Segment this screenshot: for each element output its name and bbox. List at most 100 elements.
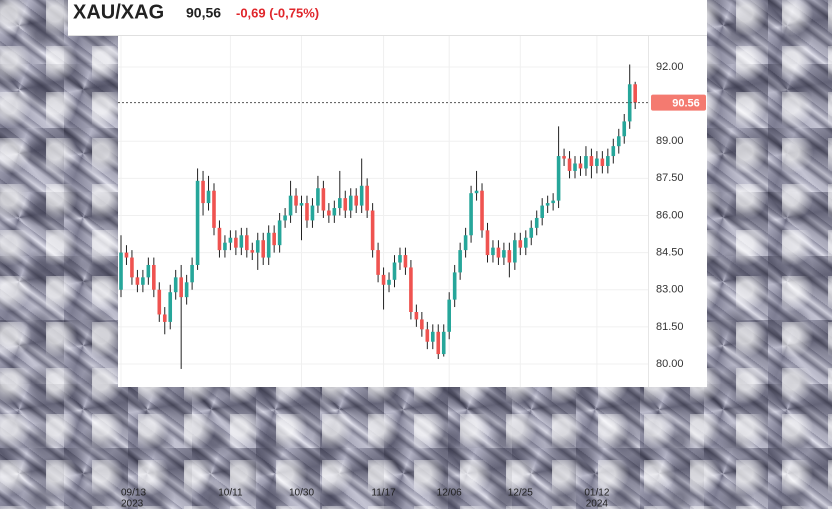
- change: -0,69 (-0,75%): [236, 5, 319, 20]
- price: 90,56: [186, 5, 221, 21]
- candle-body: [616, 136, 621, 147]
- candle-body: [201, 180, 205, 204]
- candle-body: [338, 198, 342, 209]
- last-price-label: 90.56: [672, 98, 700, 110]
- candle-body: [250, 250, 255, 253]
- candle-body: [130, 257, 134, 278]
- x-tick-label: 01/12: [584, 488, 609, 499]
- candle-body: [425, 329, 430, 342]
- candle-body: [310, 205, 315, 221]
- x-tick-label: 12/25: [508, 488, 533, 499]
- y-tick-label: 89.00: [656, 135, 684, 147]
- x-tick-label: 10/30: [289, 488, 314, 499]
- candle-body: [556, 156, 561, 201]
- candle-body: [179, 277, 183, 298]
- candle-body: [513, 240, 517, 263]
- candle-body: [452, 272, 457, 300]
- y-tick-label: 80.00: [656, 358, 684, 370]
- candle-body: [354, 195, 359, 206]
- candle-body: [245, 235, 249, 251]
- candle-body: [217, 227, 222, 251]
- candle-body: [173, 277, 178, 293]
- candle-body: [305, 203, 309, 221]
- candle-body: [578, 163, 583, 169]
- candle-body: [567, 158, 572, 171]
- candle-body: [255, 240, 260, 253]
- candle-body: [168, 292, 173, 322]
- candle-body: [622, 121, 627, 137]
- candle-body: [545, 203, 550, 206]
- candle-body: [184, 282, 189, 298]
- candle-body: [272, 232, 276, 246]
- candle-body: [518, 240, 523, 248]
- candle-body: [496, 247, 501, 258]
- candle-body: [316, 188, 320, 206]
- candle-body: [162, 314, 167, 322]
- candle-body: [223, 242, 227, 251]
- candle-body: [277, 220, 282, 246]
- candle-body: [119, 252, 123, 290]
- candle-body: [502, 250, 506, 258]
- candle-body: [398, 255, 402, 263]
- candle-body: [507, 250, 512, 263]
- candle-body: [485, 230, 490, 256]
- symbol: XAU/XAG: [73, 1, 164, 23]
- candle-body: [595, 158, 599, 166]
- candle-body: [403, 255, 408, 268]
- candle-body: [135, 277, 140, 285]
- candle-body: [348, 195, 353, 211]
- candle-body: [633, 84, 637, 103]
- candle-body: [414, 312, 419, 320]
- candle-body: [359, 185, 364, 206]
- candle-body: [523, 237, 528, 248]
- candle-body: [611, 146, 616, 157]
- candle-body: [480, 190, 484, 231]
- candle-body: [463, 235, 468, 251]
- x-tick-label: 12/06: [437, 488, 462, 499]
- y-tick-label: 83.00: [656, 284, 684, 296]
- header-panel: [68, 0, 707, 35]
- candle-body: [436, 331, 441, 355]
- candle-body: [239, 235, 244, 248]
- candle-body: [228, 237, 233, 243]
- y-tick-label: 86.00: [656, 209, 684, 221]
- candle-body: [288, 195, 293, 216]
- candle-body: [474, 190, 479, 194]
- x-tick-label: 10/11: [218, 488, 243, 499]
- candle-body: [327, 210, 331, 216]
- candle-body: [152, 264, 156, 290]
- candle-body: [491, 247, 495, 256]
- candle-body: [627, 84, 632, 122]
- x-tick-label: 11/17: [371, 488, 396, 499]
- x-tick-label: 09/13: [121, 488, 146, 499]
- candle-body: [529, 227, 534, 238]
- y-tick-label: 92.00: [656, 61, 684, 73]
- candle-body: [321, 188, 326, 211]
- candle-body: [600, 158, 605, 166]
- candle-body: [234, 237, 238, 248]
- y-tick-label: 81.50: [656, 321, 684, 333]
- candle-body: [469, 193, 473, 236]
- candle-body: [212, 190, 216, 228]
- candle-body: [573, 163, 577, 171]
- candle-body: [266, 232, 271, 258]
- candle-body: [146, 264, 151, 278]
- candle-body: [441, 331, 446, 355]
- candle-body: [190, 264, 194, 283]
- candle-body: [447, 299, 451, 332]
- candle-body: [332, 208, 337, 216]
- candle-body: [365, 185, 369, 211]
- candle-body: [261, 240, 266, 258]
- candle-body: [409, 267, 413, 313]
- candle-body: [540, 205, 544, 218]
- x-tick-sublabel: 2023: [121, 499, 144, 509]
- candle-body: [430, 331, 435, 342]
- y-tick-label: 84.50: [656, 247, 684, 259]
- candle-body: [195, 180, 200, 265]
- candle-body: [376, 250, 380, 275]
- candle-body: [206, 190, 211, 204]
- candle-body: [343, 198, 348, 211]
